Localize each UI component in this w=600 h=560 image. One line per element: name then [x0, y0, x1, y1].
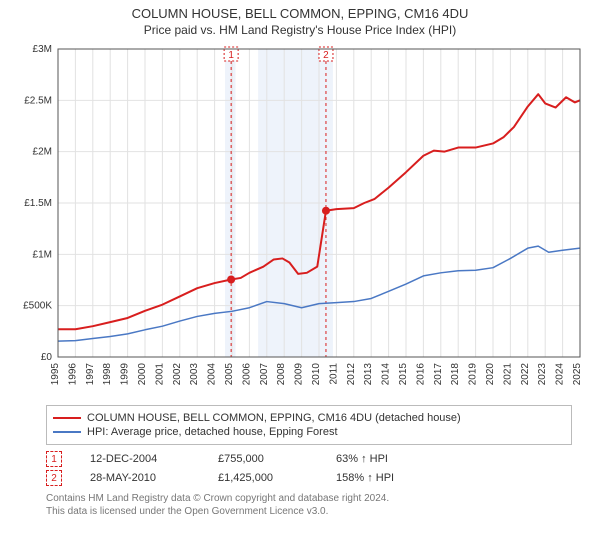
svg-text:2: 2: [323, 50, 329, 61]
sale-price: £1,425,000: [218, 472, 308, 484]
legend-swatch: [53, 417, 81, 419]
chart-title: COLUMN HOUSE, BELL COMMON, EPPING, CM16 …: [12, 6, 588, 21]
svg-text:1995: 1995: [50, 363, 61, 386]
svg-text:2000: 2000: [137, 363, 148, 386]
legend-label: HPI: Average price, detached house, Eppi…: [87, 426, 338, 438]
legend-swatch: [53, 431, 81, 433]
svg-text:1998: 1998: [102, 363, 113, 386]
svg-text:2025: 2025: [572, 363, 583, 386]
svg-text:2019: 2019: [468, 363, 479, 386]
legend-row: COLUMN HOUSE, BELL COMMON, EPPING, CM16 …: [53, 412, 565, 424]
chart-header: COLUMN HOUSE, BELL COMMON, EPPING, CM16 …: [12, 6, 588, 37]
sale-point-row: 1 12-DEC-2004 £755,000 63% ↑ HPI: [46, 451, 572, 467]
legend: COLUMN HOUSE, BELL COMMON, EPPING, CM16 …: [46, 405, 572, 445]
svg-text:2013: 2013: [363, 363, 374, 386]
svg-text:£1.5M: £1.5M: [24, 198, 52, 209]
svg-text:2011: 2011: [328, 363, 339, 385]
svg-text:2010: 2010: [311, 363, 322, 386]
svg-text:2014: 2014: [381, 363, 392, 386]
sale-pct-vs-hpi: 158% ↑ HPI: [336, 472, 394, 484]
sale-point-marker: 1: [46, 451, 62, 467]
svg-text:£2M: £2M: [33, 147, 52, 158]
sale-point-row: 2 28-MAY-2010 £1,425,000 158% ↑ HPI: [46, 470, 572, 486]
sale-price: £755,000: [218, 453, 308, 465]
sale-date: 28-MAY-2010: [90, 472, 190, 484]
svg-text:1997: 1997: [85, 363, 96, 386]
sale-point-marker: 2: [46, 470, 62, 486]
svg-text:£2.5M: £2.5M: [24, 95, 52, 106]
legend-row: HPI: Average price, detached house, Eppi…: [53, 426, 565, 438]
svg-text:£0: £0: [41, 352, 53, 363]
svg-text:2018: 2018: [450, 363, 461, 386]
sale-pct-vs-hpi: 63% ↑ HPI: [336, 453, 388, 465]
sale-date: 12-DEC-2004: [90, 453, 190, 465]
svg-text:1999: 1999: [120, 363, 131, 386]
svg-text:1996: 1996: [67, 363, 78, 386]
svg-text:2006: 2006: [241, 363, 252, 386]
svg-text:2009: 2009: [294, 363, 305, 386]
svg-text:2023: 2023: [537, 363, 548, 386]
sale-points-table: 1 12-DEC-2004 £755,000 63% ↑ HPI 2 28-MAY-201…: [46, 451, 572, 486]
svg-text:2017: 2017: [433, 363, 444, 386]
svg-text:£500K: £500K: [23, 301, 52, 312]
svg-text:2002: 2002: [172, 363, 183, 386]
footer-line: This data is licensed under the Open Gov…: [46, 505, 572, 518]
svg-text:£1M: £1M: [33, 249, 52, 260]
svg-text:1: 1: [228, 50, 234, 61]
legend-label: COLUMN HOUSE, BELL COMMON, EPPING, CM16 …: [87, 412, 461, 424]
svg-text:2007: 2007: [259, 363, 270, 386]
chart-subtitle: Price paid vs. HM Land Registry's House …: [12, 23, 588, 37]
svg-text:2004: 2004: [207, 363, 218, 386]
svg-text:2016: 2016: [415, 363, 426, 386]
svg-text:2012: 2012: [346, 363, 357, 386]
price-chart: £0 £500K £1M £1.5M £2M £2.5M £3M 1995 1996 1997 19…: [12, 39, 588, 399]
svg-text:2003: 2003: [189, 363, 200, 386]
svg-text:2024: 2024: [555, 363, 566, 386]
svg-text:2021: 2021: [502, 363, 513, 386]
svg-text:2008: 2008: [276, 363, 287, 386]
svg-text:2020: 2020: [485, 363, 496, 386]
svg-text:£3M: £3M: [33, 44, 52, 55]
footer-line: Contains HM Land Registry data © Crown c…: [46, 492, 572, 505]
svg-text:2015: 2015: [398, 363, 409, 386]
svg-text:2022: 2022: [520, 363, 531, 386]
svg-text:2005: 2005: [224, 363, 235, 386]
svg-text:2001: 2001: [154, 363, 165, 386]
footer-attribution: Contains HM Land Registry data © Crown c…: [46, 492, 572, 518]
